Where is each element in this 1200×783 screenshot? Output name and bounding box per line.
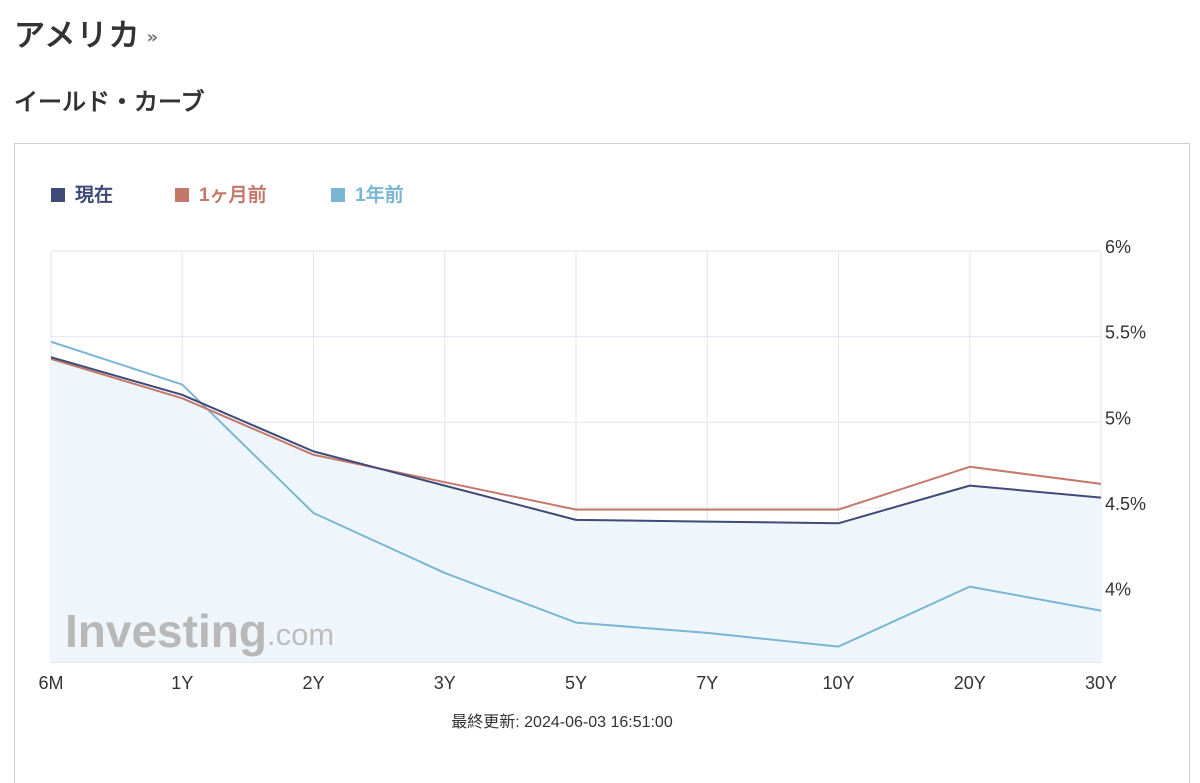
x-tick-label: 3Y: [434, 673, 456, 693]
legend-item-1[interactable]: 1ヶ月前: [175, 183, 267, 206]
legend-item-0[interactable]: 現在: [51, 183, 113, 206]
legend-item-2[interactable]: 1年前: [331, 183, 404, 206]
y-tick-label: 4.5%: [1105, 494, 1146, 514]
series-line-2: [50, 340, 1102, 648]
x-tick-label: 30Y: [1085, 673, 1117, 693]
legend-label: 現在: [75, 183, 113, 206]
x-tick-label: 7Y: [696, 673, 718, 693]
watermark-suffix: .com: [267, 617, 334, 652]
chart-area-fill: [51, 357, 1101, 662]
y-axis-tick-labels: 6% 5.5% 5% 4.5% 4%: [1105, 237, 1146, 600]
investing-watermark: Investing .com: [65, 605, 334, 657]
chevron-right-icon[interactable]: »: [146, 27, 160, 48]
last-updated-text: 最終更新: 2024-06-03 16:51:00: [451, 713, 673, 731]
x-tick-label: 1Y: [171, 673, 193, 693]
x-tick-label: 6M: [38, 673, 63, 693]
x-tick-label: 5Y: [565, 673, 587, 693]
x-tick-label: 10Y: [822, 673, 854, 693]
watermark-brand: Investing: [65, 605, 267, 657]
legend-label: 1ヶ月前: [199, 183, 267, 206]
section-title: イールド・カーブ: [14, 88, 205, 116]
page-title-text: アメリカ: [14, 18, 141, 54]
x-axis-tick-labels: 6M 1Y 2Y 3Y 5Y 7Y 10Y 20Y 30Y: [38, 673, 1117, 693]
page-title: アメリカ»: [14, 10, 159, 55]
x-tick-label: 20Y: [954, 673, 986, 693]
legend-swatch: [331, 188, 345, 202]
series-area-fill: [51, 357, 1101, 662]
y-tick-label: 5%: [1105, 408, 1131, 428]
legend-label: 1年前: [355, 183, 404, 206]
legend-swatch: [51, 188, 65, 202]
y-tick-label: 4%: [1105, 580, 1131, 600]
yield-curve-chart: Investing .com 現在 1ヶ月前 1年前 6%5.5%5%4.5%4% …: [38, 183, 1146, 731]
y-tick-label: 5.5%: [1105, 323, 1146, 343]
chart-legend: 現在 1ヶ月前 1年前: [51, 183, 404, 206]
yield-curve-chart-panel: Investing .com 現在 1ヶ月前 1年前 6% 5.5% 5% 4.5% 4% …: [14, 143, 1190, 783]
series-line-0: [50, 356, 1102, 525]
series-line-1: [50, 357, 1102, 511]
x-tick-label: 2Y: [302, 673, 324, 693]
y-tick-label: 6%: [1105, 237, 1131, 257]
chart-series-lines: [50, 340, 1102, 648]
legend-swatch: [175, 188, 189, 202]
